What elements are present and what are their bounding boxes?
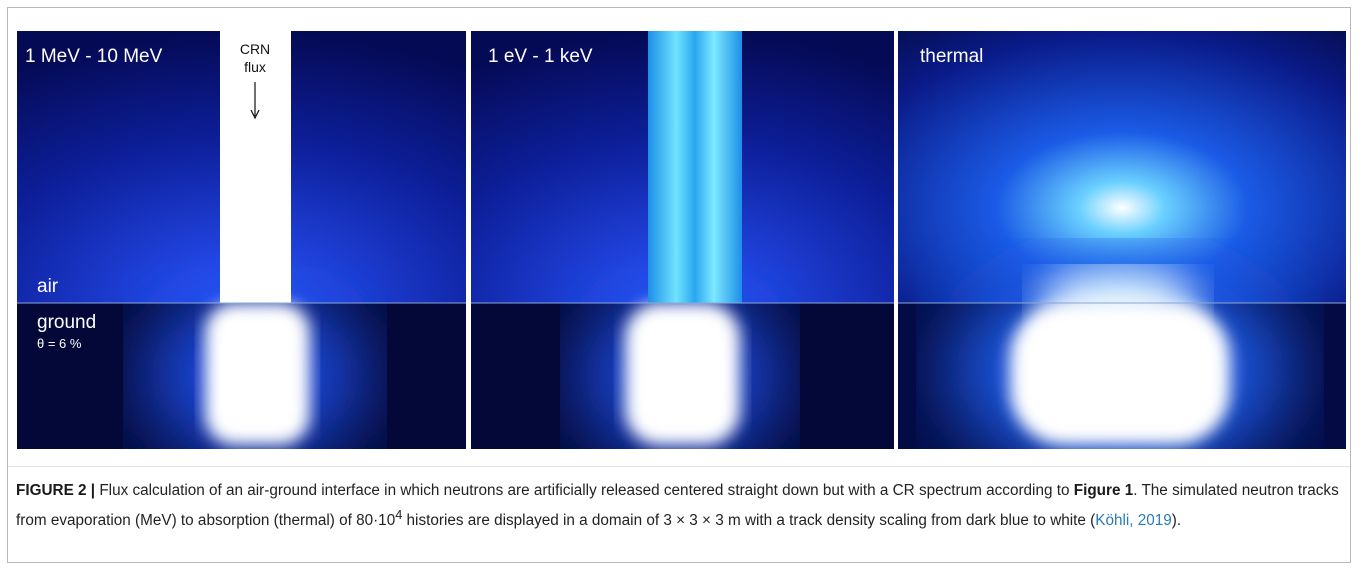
caption: FIGURE 2 | Flux calculation of an air-gr… — [16, 479, 1346, 533]
caption-label: FIGURE 2 | — [16, 482, 96, 499]
ground-label: ground — [37, 312, 96, 333]
figure-ref[interactable]: Figure 1 — [1073, 482, 1134, 499]
superscript: 4 — [395, 507, 403, 522]
air-label: air — [37, 276, 59, 297]
caption-text: histories are displayed in a domain of 3… — [402, 512, 1096, 530]
figure-frame — [7, 7, 1351, 563]
citation-link[interactable]: Köhli, 2019 — [1095, 512, 1172, 530]
figure-image: 1 MeV - 10 MeV CRN flux air ground θ = 6… — [17, 31, 1346, 449]
beam-arrow-head — [250, 109, 260, 120]
panel-label: thermal — [920, 46, 983, 67]
panel-fast — [17, 31, 466, 449]
beam-label: CRN — [240, 41, 270, 57]
panel-label: 1 MeV - 10 MeV — [25, 46, 163, 67]
caption-text: Flux calculation of an air-ground interf… — [99, 482, 1074, 499]
separator — [8, 466, 1350, 467]
caption-text: . The simulated neutron tracks from evap… — [16, 482, 1339, 530]
moisture-label: θ = 6 % — [37, 336, 82, 351]
panel-label: 1 eV - 1 keV — [488, 46, 593, 67]
panel-epithermal — [471, 31, 894, 449]
caption-text: ). — [1171, 512, 1182, 530]
beam-label: flux — [244, 59, 266, 75]
panel-thermal — [898, 31, 1346, 449]
